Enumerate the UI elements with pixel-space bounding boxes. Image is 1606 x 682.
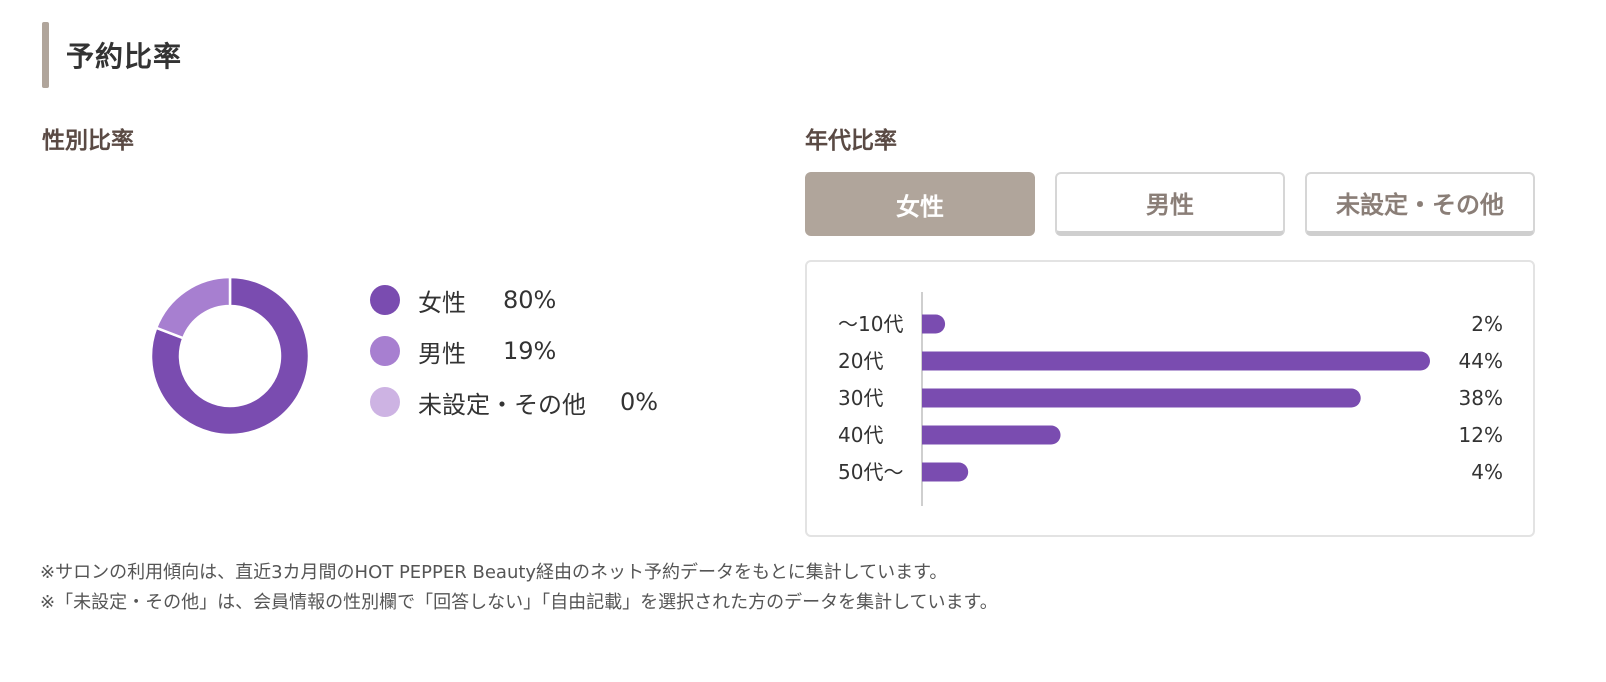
age-bar-base [922,425,932,445]
age-bar [922,351,1430,371]
legend-value-other: 0% [620,388,659,416]
footnote-1: ※サロンの利用傾向は、直近3カ月間のHOT PEPPER Beauty経由のネッ… [40,562,948,583]
age-bar-base [922,462,932,482]
legend-label-other: 未設定・その他 [418,390,586,419]
legend-value-female: 80% [503,286,557,314]
legend-dot-male [370,336,400,366]
legend-item-female: 女性 80% [370,285,556,317]
legend-value-male: 19% [503,337,557,365]
age-value-label: 12% [1459,423,1503,447]
age-gender-tabs: 女性 男性 未設定・その他 [805,172,1535,238]
age-bar-base [922,388,932,408]
legend-item-male: 男性 19% [370,336,556,368]
age-category-label: 20代 [838,349,883,373]
tab-other[interactable]: 未設定・その他 [1305,172,1535,236]
age-value-label: 4% [1471,460,1503,484]
section-accent-bar [42,22,49,88]
age-category-label: 50代〜 [838,460,903,484]
legend-dot-other [370,387,400,417]
legend-label-female: 女性 [418,288,466,317]
gender-donut-chart [149,275,311,437]
age-category-label: 〜10代 [838,312,903,336]
gender-ratio-title: 性別比率 [42,128,134,154]
legend-dot-female [370,285,400,315]
donut-slice-female [149,275,311,437]
age-bar-base [922,351,932,371]
age-category-label: 30代 [838,386,883,410]
age-bar [922,425,1061,445]
footnote-2: ※「未設定・その他」は、会員情報の性別欄で「回答しない」「自由記載」を選択された… [40,592,998,613]
tab-female[interactable]: 女性 [805,172,1035,236]
age-value-label: 44% [1459,349,1503,373]
age-bar [922,462,969,482]
age-value-label: 2% [1471,312,1503,336]
age-category-label: 40代 [838,423,883,447]
legend-label-male: 男性 [418,339,466,368]
age-bar-base [922,314,932,334]
tab-male[interactable]: 男性 [1055,172,1285,236]
age-ratio-title: 年代比率 [805,128,897,154]
legend-item-other: 未設定・その他 0% [370,387,658,419]
age-bar-chart: 〜10代 2% 20代 44% 30代 38% 40代 12% 50代〜 4% [838,292,1503,506]
footnotes: ※サロンの利用傾向は、直近3カ月間のHOT PEPPER Beauty経由のネッ… [40,558,998,618]
section-header: 予約比率 [42,22,182,88]
section-title: 予約比率 [66,40,183,73]
donut-slice-male [154,275,232,340]
age-chart-panel: 〜10代 2% 20代 44% 30代 38% 40代 12% 50代〜 4% [805,260,1535,537]
age-value-label: 38% [1459,386,1503,410]
age-bar [922,388,1361,408]
